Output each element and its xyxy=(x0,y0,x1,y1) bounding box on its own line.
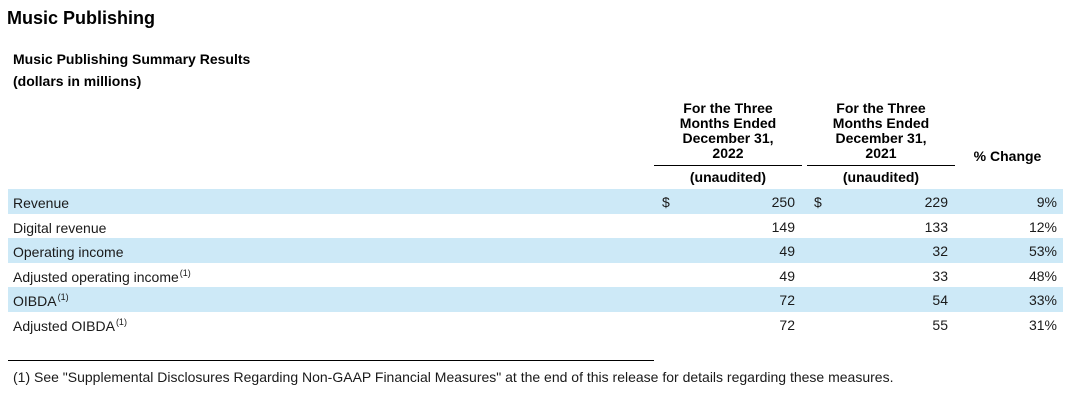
value-2021: 54 xyxy=(932,292,948,308)
footnote-marker: (1) xyxy=(115,316,127,327)
column-header-2021-line: For the Three xyxy=(836,100,926,116)
value-2021: 33 xyxy=(932,267,948,284)
value-2021: 32 xyxy=(932,243,948,259)
row-label: OIBDA(1) xyxy=(13,292,69,309)
column-header-2021-line: 2021 xyxy=(865,145,897,161)
header-rule xyxy=(654,165,802,166)
value-2022: 250 xyxy=(771,194,795,210)
value-2022: 49 xyxy=(779,267,795,284)
value-2022: 149 xyxy=(771,218,795,235)
table-row: Revenue $ 250 $ 229 9% xyxy=(8,189,1063,214)
row-label-text: Digital revenue xyxy=(13,219,107,236)
header-rule xyxy=(807,165,955,166)
footnote-rule xyxy=(8,360,654,361)
row-label: Operating income xyxy=(13,243,125,260)
column-header-change: % Change xyxy=(973,148,1042,164)
row-label-text: OIBDA xyxy=(13,293,57,309)
table-row: Digital revenue 149 133 12% xyxy=(8,214,1063,239)
percent-change: 33% xyxy=(1028,292,1057,308)
table-row: Adjusted operating income(1) 49 33 48% xyxy=(8,263,1063,288)
column-header-2021: For the Three Months Ended December 31, … xyxy=(807,101,955,161)
section-title: Music Publishing xyxy=(7,8,156,28)
row-label: Revenue xyxy=(13,194,70,211)
column-header-2022-line: 2022 xyxy=(712,145,744,161)
value-2022: 72 xyxy=(779,316,795,333)
percent-change: 12% xyxy=(1028,218,1057,235)
value-2021: 229 xyxy=(924,194,948,210)
value-2022: 49 xyxy=(779,243,795,259)
percent-change: 31% xyxy=(1028,316,1057,333)
unaudited-label-2021: (unaudited) xyxy=(842,169,920,185)
percent-change: 9% xyxy=(1036,194,1057,210)
unaudited-label-2022: (unaudited) xyxy=(689,169,767,185)
results-table: Revenue $ 250 $ 229 9% Digital revenue 1… xyxy=(8,189,1063,336)
row-label-text: Adjusted operating income xyxy=(13,268,179,285)
column-header-2022: For the Three Months Ended December 31, … xyxy=(654,101,802,161)
column-header-2022-line: Months Ended xyxy=(679,115,777,131)
table-row: Operating income 49 32 53% xyxy=(8,238,1063,263)
table-row: OIBDA(1) 72 54 33% xyxy=(8,287,1063,312)
footnote-marker: (1) xyxy=(179,267,191,278)
value-2021: 133 xyxy=(924,218,948,235)
footnote-marker: (1) xyxy=(57,292,69,302)
row-label: Adjusted OIBDA(1) xyxy=(13,317,127,334)
column-header-2021-line: December 31, xyxy=(835,130,927,146)
footnote-text: (1) See "Supplemental Disclosures Regard… xyxy=(13,369,894,385)
column-header-2021-line: Months Ended xyxy=(832,115,930,131)
value-2021: 55 xyxy=(932,316,948,333)
row-label-text: Revenue xyxy=(13,195,70,211)
row-label-text: Adjusted OIBDA xyxy=(13,317,115,334)
row-label: Adjusted operating income(1) xyxy=(13,268,191,285)
row-label: Digital revenue xyxy=(13,219,107,236)
percent-change: 48% xyxy=(1028,267,1057,284)
column-header-2022-line: For the Three xyxy=(683,100,773,116)
value-2022: 72 xyxy=(779,292,795,308)
column-header-2022-line: December 31, xyxy=(682,130,774,146)
table-unit: (dollars in millions) xyxy=(13,73,142,89)
percent-change: 53% xyxy=(1028,243,1057,259)
table-row: Adjusted OIBDA(1) 72 55 31% xyxy=(8,312,1063,337)
dollar-sign: $ xyxy=(814,194,822,210)
row-label-text: Operating income xyxy=(13,244,124,260)
dollar-sign: $ xyxy=(662,194,670,210)
table-title: Music Publishing Summary Results xyxy=(13,51,251,67)
